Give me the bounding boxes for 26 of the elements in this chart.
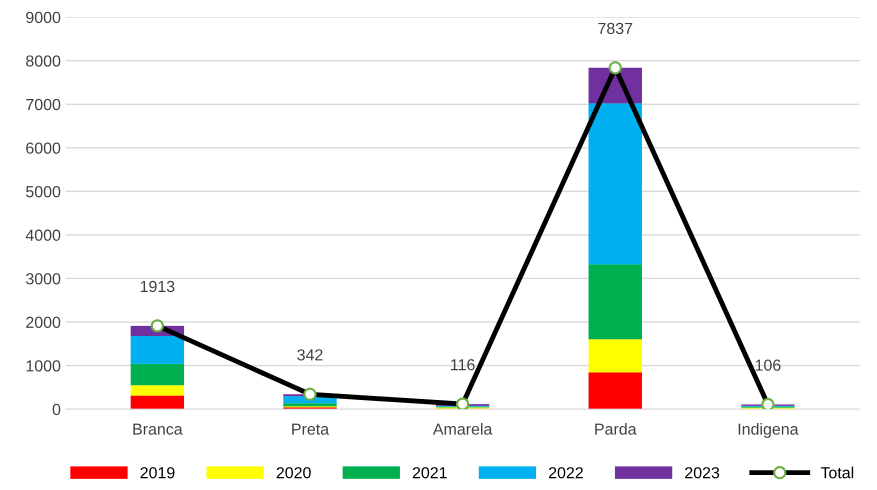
y-tick-label: 5000 bbox=[26, 186, 60, 198]
x-tick-label: Amarela bbox=[432, 423, 492, 435]
x-tick-label: Indigena bbox=[738, 423, 799, 438]
y-tick-label: 2000 bbox=[26, 316, 60, 328]
legend-label: 2020 bbox=[276, 467, 311, 478]
x-tick-label: Branca bbox=[133, 424, 183, 435]
x-tick-label: Parda bbox=[595, 423, 637, 435]
data-label: 1913 bbox=[140, 280, 174, 292]
y-tick-label: 0 bbox=[52, 404, 60, 416]
legend-label: 2023 bbox=[685, 467, 720, 478]
legend-label: 2019 bbox=[140, 467, 174, 478]
data-label: 7837 bbox=[598, 22, 632, 34]
legend-label: 2022 bbox=[548, 467, 583, 478]
y-tick-label: 9000 bbox=[26, 12, 60, 24]
data-label: 342 bbox=[297, 349, 323, 361]
y-tick-label: 7000 bbox=[26, 98, 60, 110]
x-tick-label: Preta bbox=[292, 424, 330, 435]
y-tick-label: 1000 bbox=[26, 360, 60, 372]
legend-label: Total bbox=[820, 466, 854, 478]
legend-label: 2021 bbox=[412, 467, 447, 478]
data-label: 106 bbox=[756, 360, 781, 371]
y-tick-label: 8000 bbox=[26, 55, 60, 67]
y-tick-label: 4000 bbox=[26, 230, 60, 241]
y-tick-label: 3000 bbox=[26, 273, 60, 284]
data-label: 116 bbox=[451, 359, 475, 370]
y-tick-label: 6000 bbox=[26, 142, 60, 154]
